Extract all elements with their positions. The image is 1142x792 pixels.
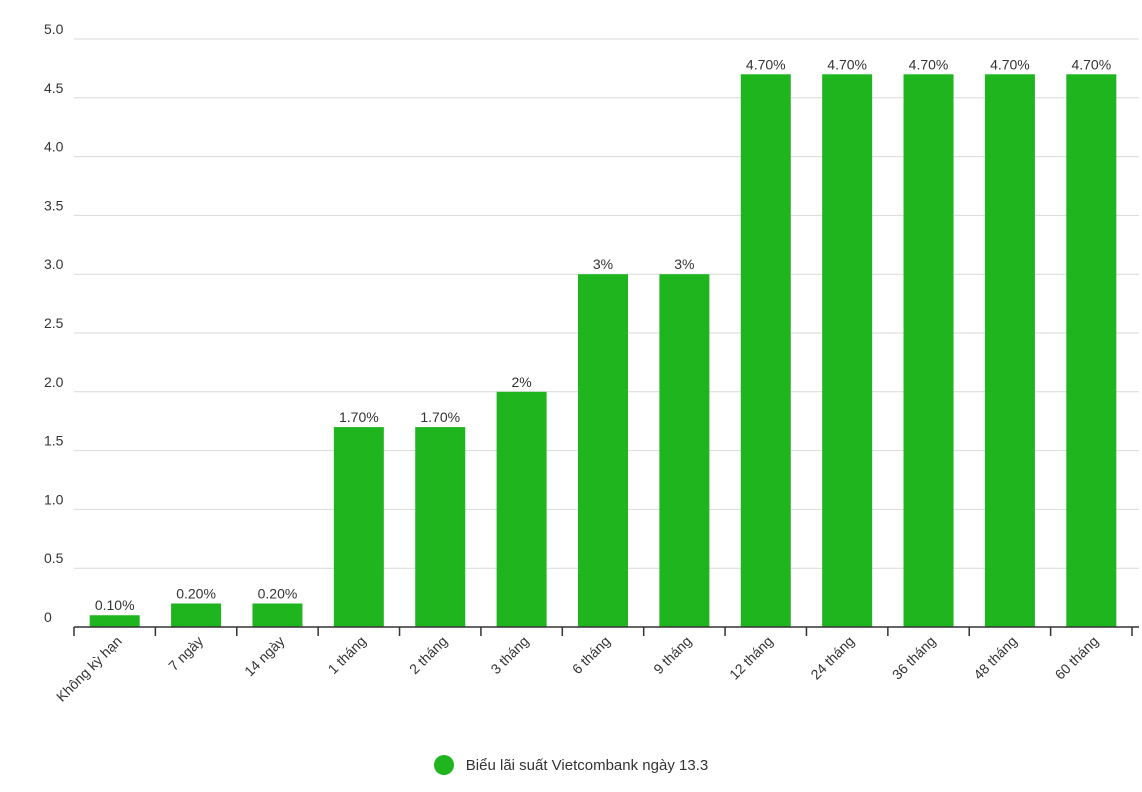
bar[interactable] xyxy=(903,74,954,627)
x-tick-label: 2 tháng xyxy=(406,633,450,677)
bar[interactable] xyxy=(822,74,873,627)
x-tick-label: Không kỳ hạn xyxy=(53,633,125,705)
data-label: 3% xyxy=(593,256,613,272)
bar[interactable] xyxy=(171,603,222,627)
y-tick-label: 4.5 xyxy=(44,80,64,96)
data-label: 4.70% xyxy=(909,56,949,72)
y-tick-label: 3.0 xyxy=(44,256,64,272)
bar[interactable] xyxy=(415,427,466,627)
y-tick-label: 0 xyxy=(44,609,52,625)
bar[interactable] xyxy=(252,603,303,627)
bar[interactable] xyxy=(496,391,547,627)
data-label: 0.10% xyxy=(95,597,135,613)
data-label: 2% xyxy=(511,374,531,390)
x-tick-label: 12 tháng xyxy=(726,633,776,683)
y-tick-label: 4.0 xyxy=(44,139,64,155)
data-label: 3% xyxy=(674,256,694,272)
data-label: 4.70% xyxy=(1071,56,1111,72)
x-tick-label: 1 tháng xyxy=(325,633,369,677)
data-label: 0.20% xyxy=(258,585,298,601)
y-tick-label: 1.5 xyxy=(44,433,64,449)
x-tick-label: 3 tháng xyxy=(487,633,531,677)
bar[interactable] xyxy=(1066,74,1117,627)
bar[interactable] xyxy=(333,427,384,627)
bar-chart: 0 0.5 1.0 1.5 2.0 2.5 3.0 3.5 4.0 4.5 5.0 0.10% Khôn… xyxy=(44,21,1139,705)
x-tick-label: 14 ngày xyxy=(241,633,288,680)
x-tick-label: 60 tháng xyxy=(1052,633,1102,683)
y-tick-label: 0.5 xyxy=(44,550,64,566)
x-tick-label: 24 tháng xyxy=(807,633,857,683)
legend-label: Biểu lãi suất Vietcombank ngày 13.3 xyxy=(465,756,709,774)
y-tick-label: 1.0 xyxy=(44,491,64,507)
bar[interactable] xyxy=(659,274,710,627)
y-tick-label: 3.5 xyxy=(44,197,64,213)
bar[interactable] xyxy=(578,274,628,627)
x-tick-label: 7 ngày xyxy=(165,633,206,674)
x-tick-label: 36 tháng xyxy=(889,633,939,683)
x-tick-label: 48 tháng xyxy=(970,633,1020,683)
legend[interactable]: Biểu lãi suất Vietcombank ngày 13.3 xyxy=(0,755,1142,775)
x-tick-label: 6 tháng xyxy=(569,633,613,677)
data-label: 1.70% xyxy=(420,409,460,425)
data-label: 4.70% xyxy=(827,56,867,72)
y-tick-label: 2.5 xyxy=(44,315,64,331)
bar[interactable] xyxy=(740,74,791,627)
data-label: 4.70% xyxy=(746,56,786,72)
data-label: 1.70% xyxy=(339,409,379,425)
y-tick-label: 5.0 xyxy=(44,21,64,37)
x-tick-label: 9 tháng xyxy=(650,633,694,677)
y-tick-label: 2.0 xyxy=(44,374,64,390)
data-label: 4.70% xyxy=(990,56,1030,72)
legend-marker xyxy=(433,755,454,775)
data-label: 0.20% xyxy=(176,585,216,601)
bar[interactable] xyxy=(89,615,140,627)
bar[interactable] xyxy=(984,74,1035,627)
